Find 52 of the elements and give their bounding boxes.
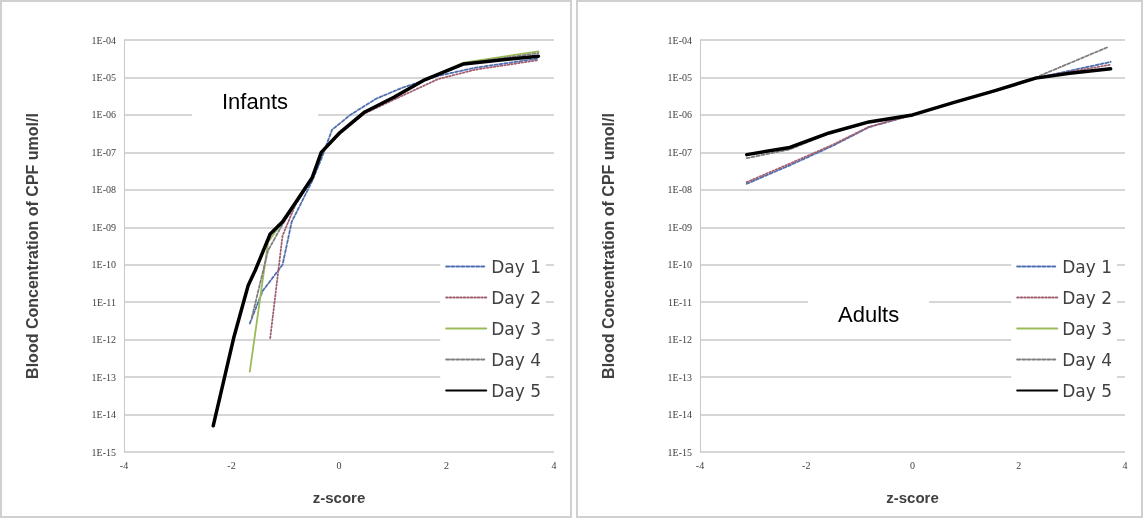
y-axis-title: Blood Concentration of CPF umol/l [599,113,617,379]
y-tick-label: 1E-06 [667,109,692,121]
x-tick-label: -2 [227,459,236,471]
y-tick-label: 1E-12 [667,334,692,346]
y-tick-label: 1E-11 [91,296,116,308]
x-tick-label: 2 [1016,459,1022,471]
y-tick-label: 1E-09 [91,221,116,233]
y-tick-label: 1E-04 [667,34,692,46]
y-tick-label: 1E-05 [667,71,692,83]
x-tick-label: 0 [910,459,915,471]
line-series [745,67,1113,157]
y-tick-label: 1E-14 [667,409,692,421]
y-tick-label: 1E-14 [91,409,116,421]
y-tick-label: 1E-15 [91,446,116,458]
y-tick-label: 1E-08 [91,184,116,196]
annotation: Adults [838,301,900,327]
x-tick-label: 4 [551,459,557,471]
x-tick-label: -4 [119,459,129,471]
legend-label: Day 4 [491,349,542,370]
x-tick-label: -2 [802,459,811,471]
x-tick-label: 4 [1122,459,1128,471]
legend-label: Day 4 [1062,349,1113,370]
x-tick-label: 2 [444,459,449,471]
y-tick-label: 1E-06 [91,109,116,121]
line-series [211,54,541,428]
y-tick-label: 1E-05 [91,71,116,83]
y-tick-label: 1E-04 [91,34,116,46]
y-tick-label: 1E-07 [91,146,116,158]
y-tick-label: 1E-11 [667,296,692,308]
y-tick-label: 1E-10 [667,259,692,271]
y-axis-title: Blood Concentration of CPF umol/l [23,113,41,379]
annotation: Infants [222,88,289,114]
legend-label: Day 1 [1062,256,1113,277]
y-tick-label: 1E-12 [91,334,116,346]
y-tick-label: 1E-13 [667,371,692,383]
x-tick-label: -4 [695,459,705,471]
y-tick-label: 1E-07 [667,146,692,158]
y-tick-label: 1E-08 [667,184,692,196]
y-tick-label: 1E-10 [91,259,116,271]
y-tick-label: 1E-15 [667,446,692,458]
legend-label: Day 1 [491,256,542,277]
legend-label: Day 2 [491,287,542,308]
x-tick-label: 0 [336,459,342,471]
legend-label: Day 3 [1062,318,1113,339]
legend-label: Day 2 [1062,287,1113,308]
y-tick-label: 1E-09 [667,221,692,233]
legend-label: Day 3 [491,318,542,339]
legend-label: Day 5 [491,380,542,401]
x-axis-title: z-score [886,489,939,506]
y-tick-label: 1E-13 [91,371,116,383]
legend-label: Day 5 [1062,380,1113,401]
x-axis-title: z-score [312,489,366,506]
